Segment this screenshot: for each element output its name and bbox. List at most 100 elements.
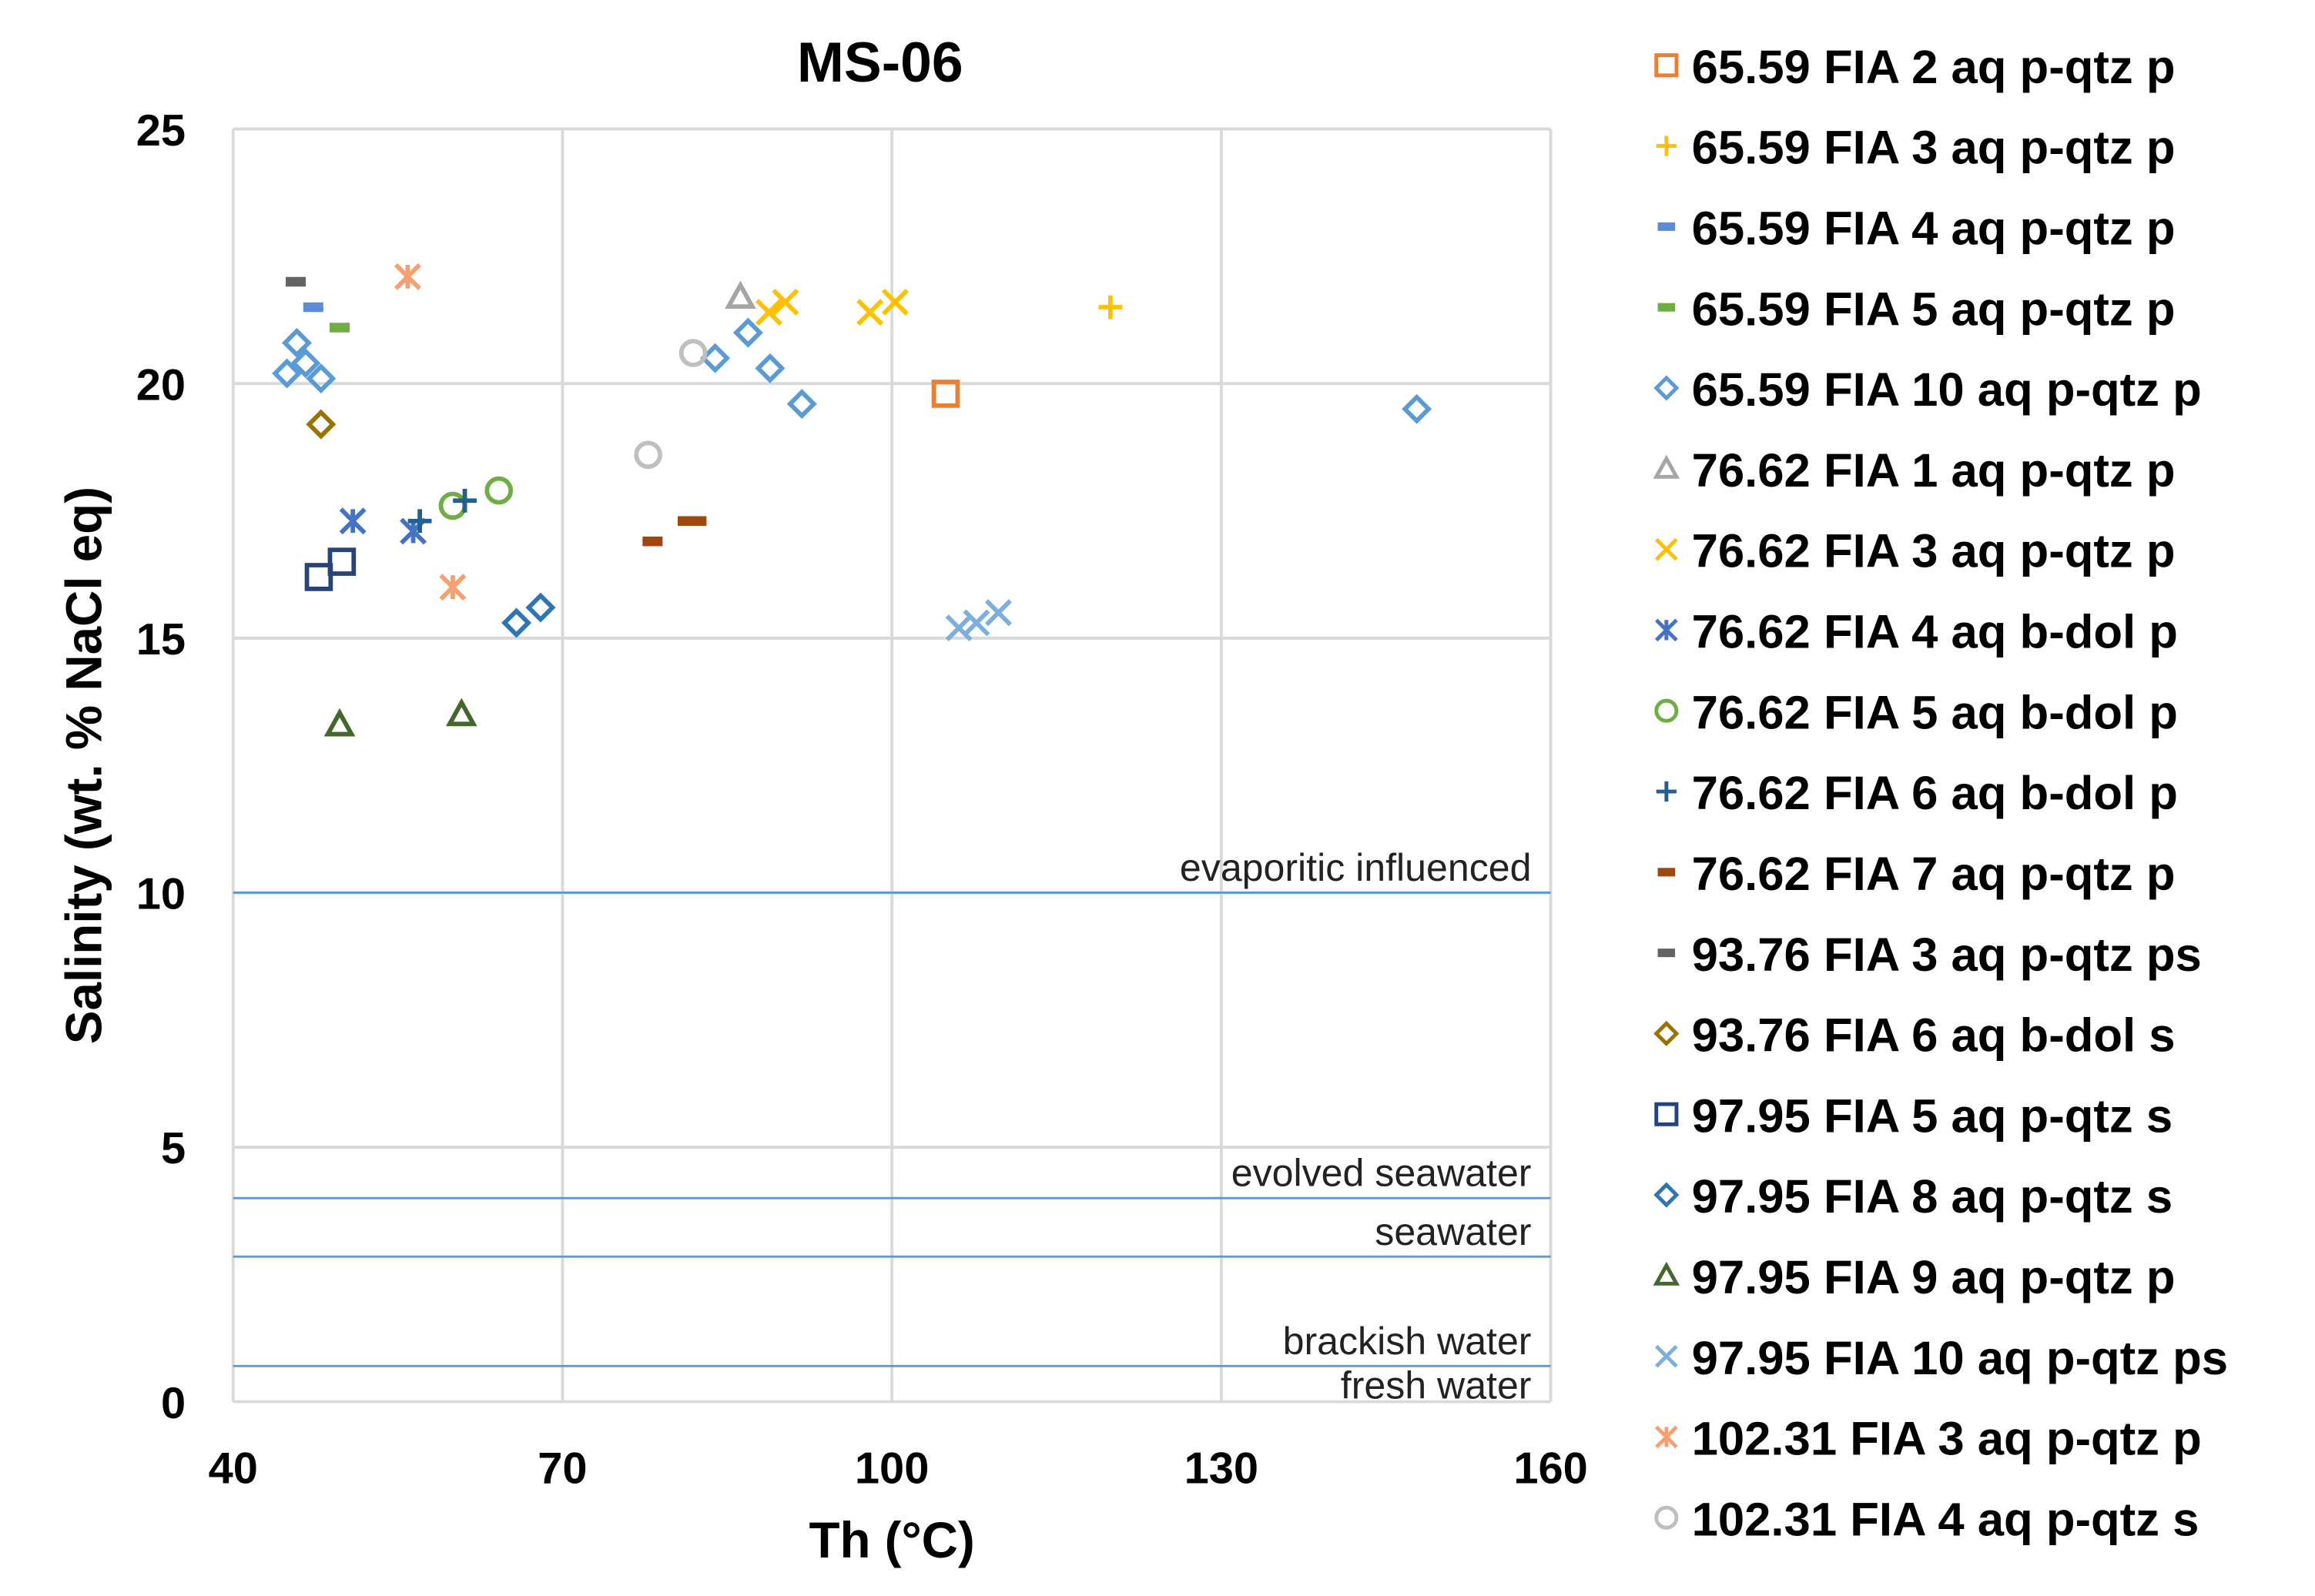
data-points [272,263,1432,737]
legend-label: 93.76 FIA 3 aq p-qtz ps [1692,928,2202,982]
marker-x [1654,537,1678,561]
series [394,263,467,601]
x-mark [772,288,799,316]
marker-asterisk [1654,1425,1678,1449]
grid [231,127,1553,1404]
marker-diamond [290,348,321,379]
legend-item: 93.76 FIA 6 aq b-dol s [1653,1009,2176,1062]
diamond-mark [290,348,321,379]
reference-line-label: brackish water [1283,1320,1532,1363]
x-tick-label: 40 [209,1444,258,1494]
marker-asterisk [339,507,367,535]
marker-x [856,299,884,326]
legend-item: 97.95 FIA 10 aq p-qtz ps [1654,1332,2229,1385]
x-mark [945,614,973,642]
series [330,323,350,333]
marker-x [984,599,1012,627]
legend-label: 97.95 FIA 5 aq p-qtz s [1692,1089,2173,1143]
series [945,599,1012,642]
legend-item: 76.62 FIA 6 aq b-dol p [1656,767,2178,820]
legend-item: 102.31 FIA 4 aq p-qtz s [1654,1493,2199,1546]
legend-item: 76.62 FIA 7 aq p-qtz p [1657,848,2176,901]
marker-dash [1657,949,1676,958]
marker-dash [1657,868,1676,877]
y-tick-label: 20 [136,360,186,410]
square-mark [304,563,333,591]
legend-item: 93.76 FIA 3 aq p-qtz ps [1657,928,2202,982]
marker-x [772,288,799,316]
legend-item: 65.59 FIA 3 aq p-qtz p [1656,122,2176,175]
square-mark [1654,53,1679,78]
y-tick-label: 25 [136,106,186,156]
marker-diamond [501,607,532,638]
legend-item: 76.62 FIA 1 aq p-qtz p [1653,444,2176,497]
dash-mark [303,302,323,313]
plus-mark [407,509,432,534]
x-mark [1654,537,1678,561]
asterisk-mark [339,507,367,535]
series [931,380,960,408]
legend-label: 97.95 FIA 10 aq p-qtz ps [1692,1332,2229,1385]
marker-dash [686,516,707,526]
reference-line-label: seawater [1375,1210,1531,1253]
dash-mark [1657,949,1676,958]
marker-x [963,609,990,637]
marker-square [327,547,357,576]
tick-labels: 40 70 100 130 160 0 5 10 15 20 25 [136,106,1588,1494]
dash-mark [1657,222,1676,231]
marker-dash [285,276,307,287]
marker-asterisk [439,574,467,601]
triangle-mark [725,280,756,309]
marker-plus [1656,781,1677,802]
reference-line-label: evolved seawater [1231,1152,1532,1195]
legend-label: 102.31 FIA 4 aq p-qtz s [1692,1493,2199,1546]
marker-square [1654,53,1679,78]
legend-item: 76.62 FIA 5 aq b-dol p [1654,686,2178,739]
series [407,488,477,534]
dash-mark [330,323,350,333]
legend-label: 76.62 FIA 3 aq p-qtz p [1692,525,2176,578]
legend-label: 76.62 FIA 1 aq p-qtz p [1692,444,2176,497]
legend-item: 76.62 FIA 3 aq p-qtz p [1654,525,2176,578]
square-mark [931,380,960,408]
diamond-mark [1653,375,1680,401]
marker-diamond [306,409,337,440]
square-mark [327,547,357,576]
series [272,317,1432,424]
marker-diamond [272,358,303,389]
diamond-mark [306,409,337,440]
series [1098,295,1123,320]
marker-diamond [306,363,337,394]
marker-triangle [725,280,756,309]
marker-plus [453,488,477,513]
marker-diamond [281,327,312,358]
circle-mark [484,476,514,505]
legend-item: 102.31 FIA 3 aq p-qtz p [1654,1413,2202,1466]
marker-circle [1654,698,1679,723]
marker-plus [1656,136,1677,156]
marker-plus [407,509,432,534]
marker-diamond [1653,1182,1680,1208]
circle-mark [438,491,467,520]
reference-line-label: evaporitic influenced [1180,846,1532,889]
series [306,409,337,440]
marker-circle [1654,1505,1679,1530]
marker-x [1654,1344,1678,1368]
legend-label: 102.31 FIA 3 aq p-qtz p [1692,1413,2202,1466]
legend-label: 76.62 FIA 5 aq b-dol p [1692,686,2178,739]
reference-line-label: fresh water [1341,1364,1532,1407]
diamond-mark [1653,1020,1680,1047]
x-mark [755,299,782,326]
legend-item: 97.95 FIA 9 aq p-qtz p [1653,1251,2176,1304]
diamond-mark [732,317,763,348]
series [755,288,909,326]
marker-dash [1657,222,1676,231]
x-mark [881,288,909,316]
legend-label: 76.62 FIA 4 aq b-dol p [1692,606,2178,659]
series [339,507,427,545]
reference-lines: evaporitic influenced evolved seawater sea… [233,846,1551,1407]
asterisk-mark [439,574,467,601]
legend-item: 97.95 FIA 5 aq p-qtz s [1654,1089,2173,1143]
x-tick-label: 160 [1513,1444,1587,1494]
